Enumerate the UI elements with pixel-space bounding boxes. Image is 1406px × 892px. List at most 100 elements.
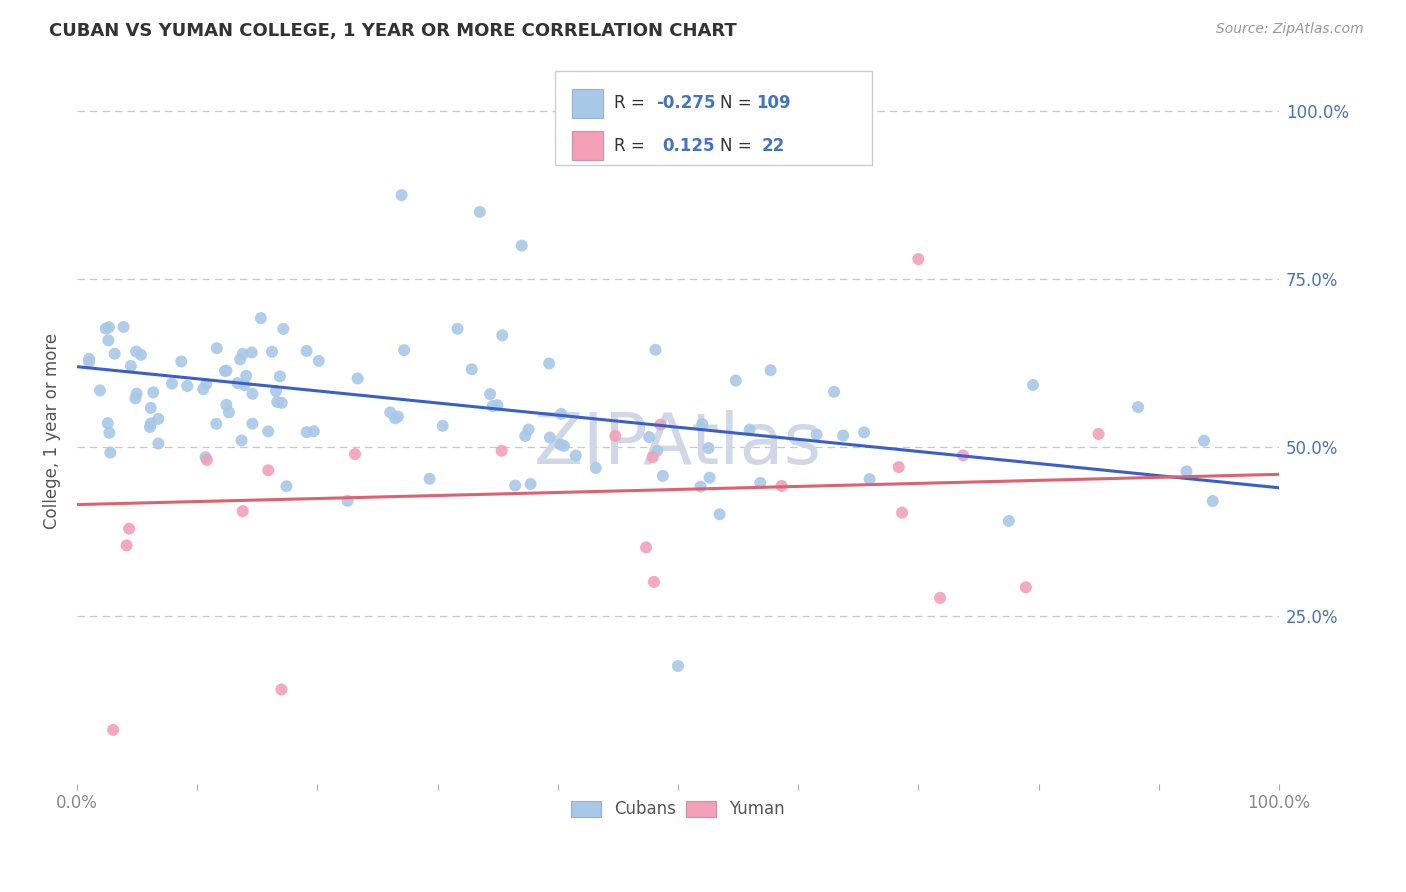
Point [170, 354, 193, 368]
Point [510, 238, 533, 252]
Point [858, 472, 880, 486]
Text: Source: ZipAtlas.com: Source: ZipAtlas.com [1216, 22, 1364, 37]
Point [666, 659, 689, 673]
Point [519, 477, 541, 491]
Text: R =: R = [614, 136, 655, 154]
Point [264, 384, 287, 398]
Point [585, 460, 607, 475]
Point [806, 427, 828, 442]
Point [125, 386, 148, 401]
Point [759, 363, 782, 377]
Point [538, 430, 561, 444]
Point [1192, 434, 1215, 448]
Point [605, 429, 627, 443]
Point [242, 417, 264, 431]
Point [419, 472, 441, 486]
Point [503, 478, 526, 492]
Point [486, 398, 509, 412]
Point [749, 475, 772, 490]
Point [550, 437, 572, 451]
Point [689, 480, 711, 494]
Point [1087, 426, 1109, 441]
Point [194, 450, 217, 465]
Point [446, 322, 468, 336]
Point [214, 364, 236, 378]
Text: N =: N = [720, 95, 756, 112]
Point [638, 430, 661, 444]
Point [233, 378, 256, 392]
Point [697, 441, 720, 455]
Point [215, 364, 238, 378]
Point [481, 399, 503, 413]
Point [148, 412, 170, 426]
Point [242, 386, 264, 401]
Point [240, 345, 263, 359]
Point [891, 506, 914, 520]
Point [98, 445, 121, 459]
Point [124, 392, 146, 406]
Point [98, 320, 121, 334]
Point [77, 351, 100, 366]
Point [645, 443, 668, 458]
Point [231, 434, 253, 448]
Point [515, 429, 537, 443]
Point [269, 369, 291, 384]
Point [952, 449, 974, 463]
Point [218, 405, 240, 419]
Point [538, 356, 561, 370]
Point [308, 354, 330, 368]
Point [432, 418, 454, 433]
Point [139, 420, 162, 434]
Point [491, 443, 513, 458]
Text: N =: N = [720, 136, 762, 154]
Text: CUBAN VS YUMAN COLLEGE, 1 YEAR OR MORE CORRELATION CHART: CUBAN VS YUMAN COLLEGE, 1 YEAR OR MORE C… [49, 22, 737, 40]
Point [205, 417, 228, 431]
Point [346, 371, 368, 385]
Point [1175, 464, 1198, 478]
Point [565, 449, 588, 463]
Point [139, 417, 162, 431]
Point [125, 344, 148, 359]
Point [104, 347, 127, 361]
Point [699, 471, 721, 485]
Point [392, 343, 415, 358]
Point [226, 376, 249, 391]
Point [193, 382, 215, 396]
Point [295, 425, 318, 439]
Point [235, 368, 257, 383]
Point [195, 377, 218, 392]
Point [336, 493, 359, 508]
Point [641, 450, 664, 465]
Point [77, 355, 100, 369]
Point [97, 334, 120, 348]
Text: 0.125: 0.125 [662, 136, 714, 154]
Point [232, 504, 254, 518]
Point [250, 311, 273, 326]
Point [907, 252, 929, 266]
Point [160, 376, 183, 391]
Point [709, 508, 731, 522]
Point [205, 341, 228, 355]
Point [176, 379, 198, 393]
Legend: Cubans, Yuman: Cubans, Yuman [564, 794, 792, 825]
Point [636, 541, 658, 555]
Point [257, 425, 280, 439]
Point [118, 522, 141, 536]
Point [1022, 378, 1045, 392]
Point [142, 385, 165, 400]
Point [887, 460, 910, 475]
Point [650, 417, 672, 432]
Point [491, 328, 513, 343]
Point [651, 468, 673, 483]
Point [229, 352, 252, 367]
Point [344, 447, 367, 461]
Point [380, 405, 402, 419]
Point [1126, 400, 1149, 414]
Point [550, 407, 572, 421]
Point [115, 538, 138, 552]
Point [295, 343, 318, 358]
Point [553, 439, 575, 453]
Point [266, 395, 288, 409]
Point [384, 411, 406, 425]
Point [276, 479, 298, 493]
